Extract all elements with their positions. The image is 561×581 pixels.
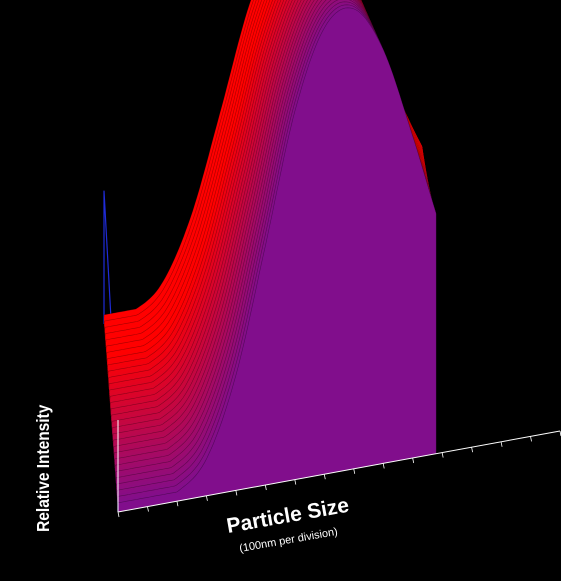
x-tick — [264, 484, 267, 491]
x-tick — [294, 479, 297, 485]
y-axis-label: Relative Intensity — [33, 404, 53, 532]
x-tick — [147, 506, 149, 512]
x-tick — [323, 474, 326, 480]
x-tick — [353, 468, 356, 474]
x-tick — [117, 511, 120, 518]
x-tick — [382, 463, 385, 469]
x-tick — [441, 452, 444, 458]
x-tick — [235, 490, 238, 496]
x-tick — [500, 441, 503, 447]
x-axis-line — [117, 430, 561, 513]
x-tick — [530, 436, 532, 442]
surface-plot — [103, 0, 437, 513]
x-tick — [471, 447, 473, 453]
x-tick — [412, 457, 415, 464]
x-tick — [206, 495, 208, 501]
surface-slice — [117, 7, 437, 513]
x-tick — [176, 501, 179, 507]
